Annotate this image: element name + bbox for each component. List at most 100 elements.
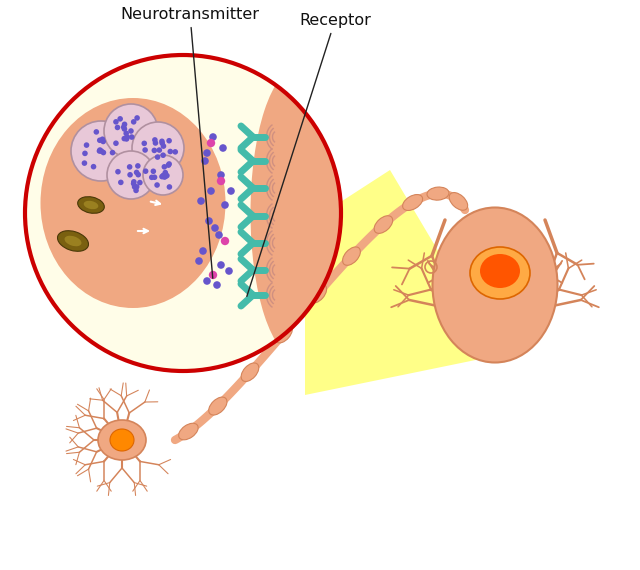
Circle shape (161, 173, 166, 178)
Ellipse shape (374, 215, 393, 233)
Circle shape (122, 126, 127, 132)
Circle shape (136, 172, 141, 177)
Circle shape (161, 143, 166, 149)
Circle shape (227, 187, 235, 195)
Circle shape (217, 177, 225, 185)
Ellipse shape (58, 231, 88, 251)
Text: Neurotransmitter: Neurotransmitter (120, 7, 259, 278)
Circle shape (127, 172, 133, 178)
Circle shape (115, 169, 121, 174)
Ellipse shape (98, 420, 146, 460)
Circle shape (217, 261, 225, 269)
Circle shape (122, 136, 127, 141)
Circle shape (199, 247, 207, 255)
Circle shape (118, 180, 124, 185)
Circle shape (97, 147, 103, 153)
Polygon shape (305, 170, 500, 395)
Circle shape (225, 267, 233, 275)
Circle shape (132, 184, 138, 190)
Circle shape (132, 122, 184, 174)
Circle shape (104, 104, 158, 158)
Circle shape (159, 139, 164, 144)
Circle shape (129, 135, 134, 140)
Circle shape (82, 160, 87, 166)
Circle shape (117, 116, 123, 121)
Text: Receptor: Receptor (247, 13, 371, 296)
Circle shape (121, 124, 127, 130)
Circle shape (25, 55, 341, 371)
Circle shape (142, 147, 148, 153)
Circle shape (152, 174, 157, 180)
Circle shape (166, 138, 172, 144)
Circle shape (172, 149, 178, 154)
Ellipse shape (209, 397, 227, 415)
Circle shape (100, 150, 106, 156)
Circle shape (150, 169, 156, 174)
Circle shape (161, 164, 167, 170)
Circle shape (100, 136, 105, 142)
Circle shape (113, 140, 119, 146)
Circle shape (164, 173, 170, 178)
Circle shape (113, 119, 119, 125)
Circle shape (115, 125, 120, 131)
Circle shape (152, 148, 157, 153)
Circle shape (128, 128, 134, 134)
Circle shape (91, 164, 97, 169)
Circle shape (168, 149, 173, 154)
Circle shape (215, 231, 223, 239)
Circle shape (143, 168, 148, 174)
Circle shape (201, 157, 209, 165)
Circle shape (207, 139, 215, 147)
Circle shape (100, 139, 106, 144)
Circle shape (143, 155, 183, 195)
Circle shape (141, 141, 147, 146)
Circle shape (107, 151, 155, 199)
Ellipse shape (427, 187, 449, 200)
FancyArrowPatch shape (150, 201, 160, 205)
Circle shape (153, 140, 158, 146)
Circle shape (197, 197, 205, 205)
Circle shape (204, 149, 211, 157)
Circle shape (124, 131, 129, 136)
Circle shape (213, 281, 221, 289)
Circle shape (97, 148, 102, 154)
Circle shape (135, 163, 141, 169)
Circle shape (137, 180, 143, 185)
FancyArrowPatch shape (138, 229, 148, 233)
Circle shape (99, 148, 104, 154)
Circle shape (166, 184, 172, 190)
Circle shape (205, 217, 212, 225)
Circle shape (122, 121, 127, 127)
Ellipse shape (342, 247, 360, 265)
Ellipse shape (433, 207, 557, 363)
Circle shape (195, 257, 203, 265)
Circle shape (152, 137, 157, 142)
Circle shape (109, 150, 115, 156)
Ellipse shape (65, 236, 81, 246)
Circle shape (124, 136, 129, 142)
Circle shape (219, 144, 227, 152)
Circle shape (133, 188, 139, 193)
Circle shape (155, 154, 161, 160)
Circle shape (134, 184, 140, 190)
Circle shape (154, 182, 160, 188)
Circle shape (124, 134, 130, 140)
Circle shape (159, 174, 164, 180)
Circle shape (127, 164, 132, 170)
Circle shape (221, 237, 229, 245)
Circle shape (97, 137, 102, 143)
Circle shape (217, 171, 225, 179)
Circle shape (71, 121, 131, 181)
Circle shape (204, 277, 211, 285)
Ellipse shape (250, 68, 346, 358)
Ellipse shape (275, 324, 292, 343)
Circle shape (166, 162, 172, 168)
Circle shape (93, 129, 99, 135)
Circle shape (134, 115, 140, 121)
Ellipse shape (77, 197, 104, 213)
Circle shape (209, 271, 217, 279)
Circle shape (82, 150, 88, 156)
Circle shape (211, 224, 219, 232)
Circle shape (221, 201, 229, 209)
Ellipse shape (179, 424, 198, 440)
